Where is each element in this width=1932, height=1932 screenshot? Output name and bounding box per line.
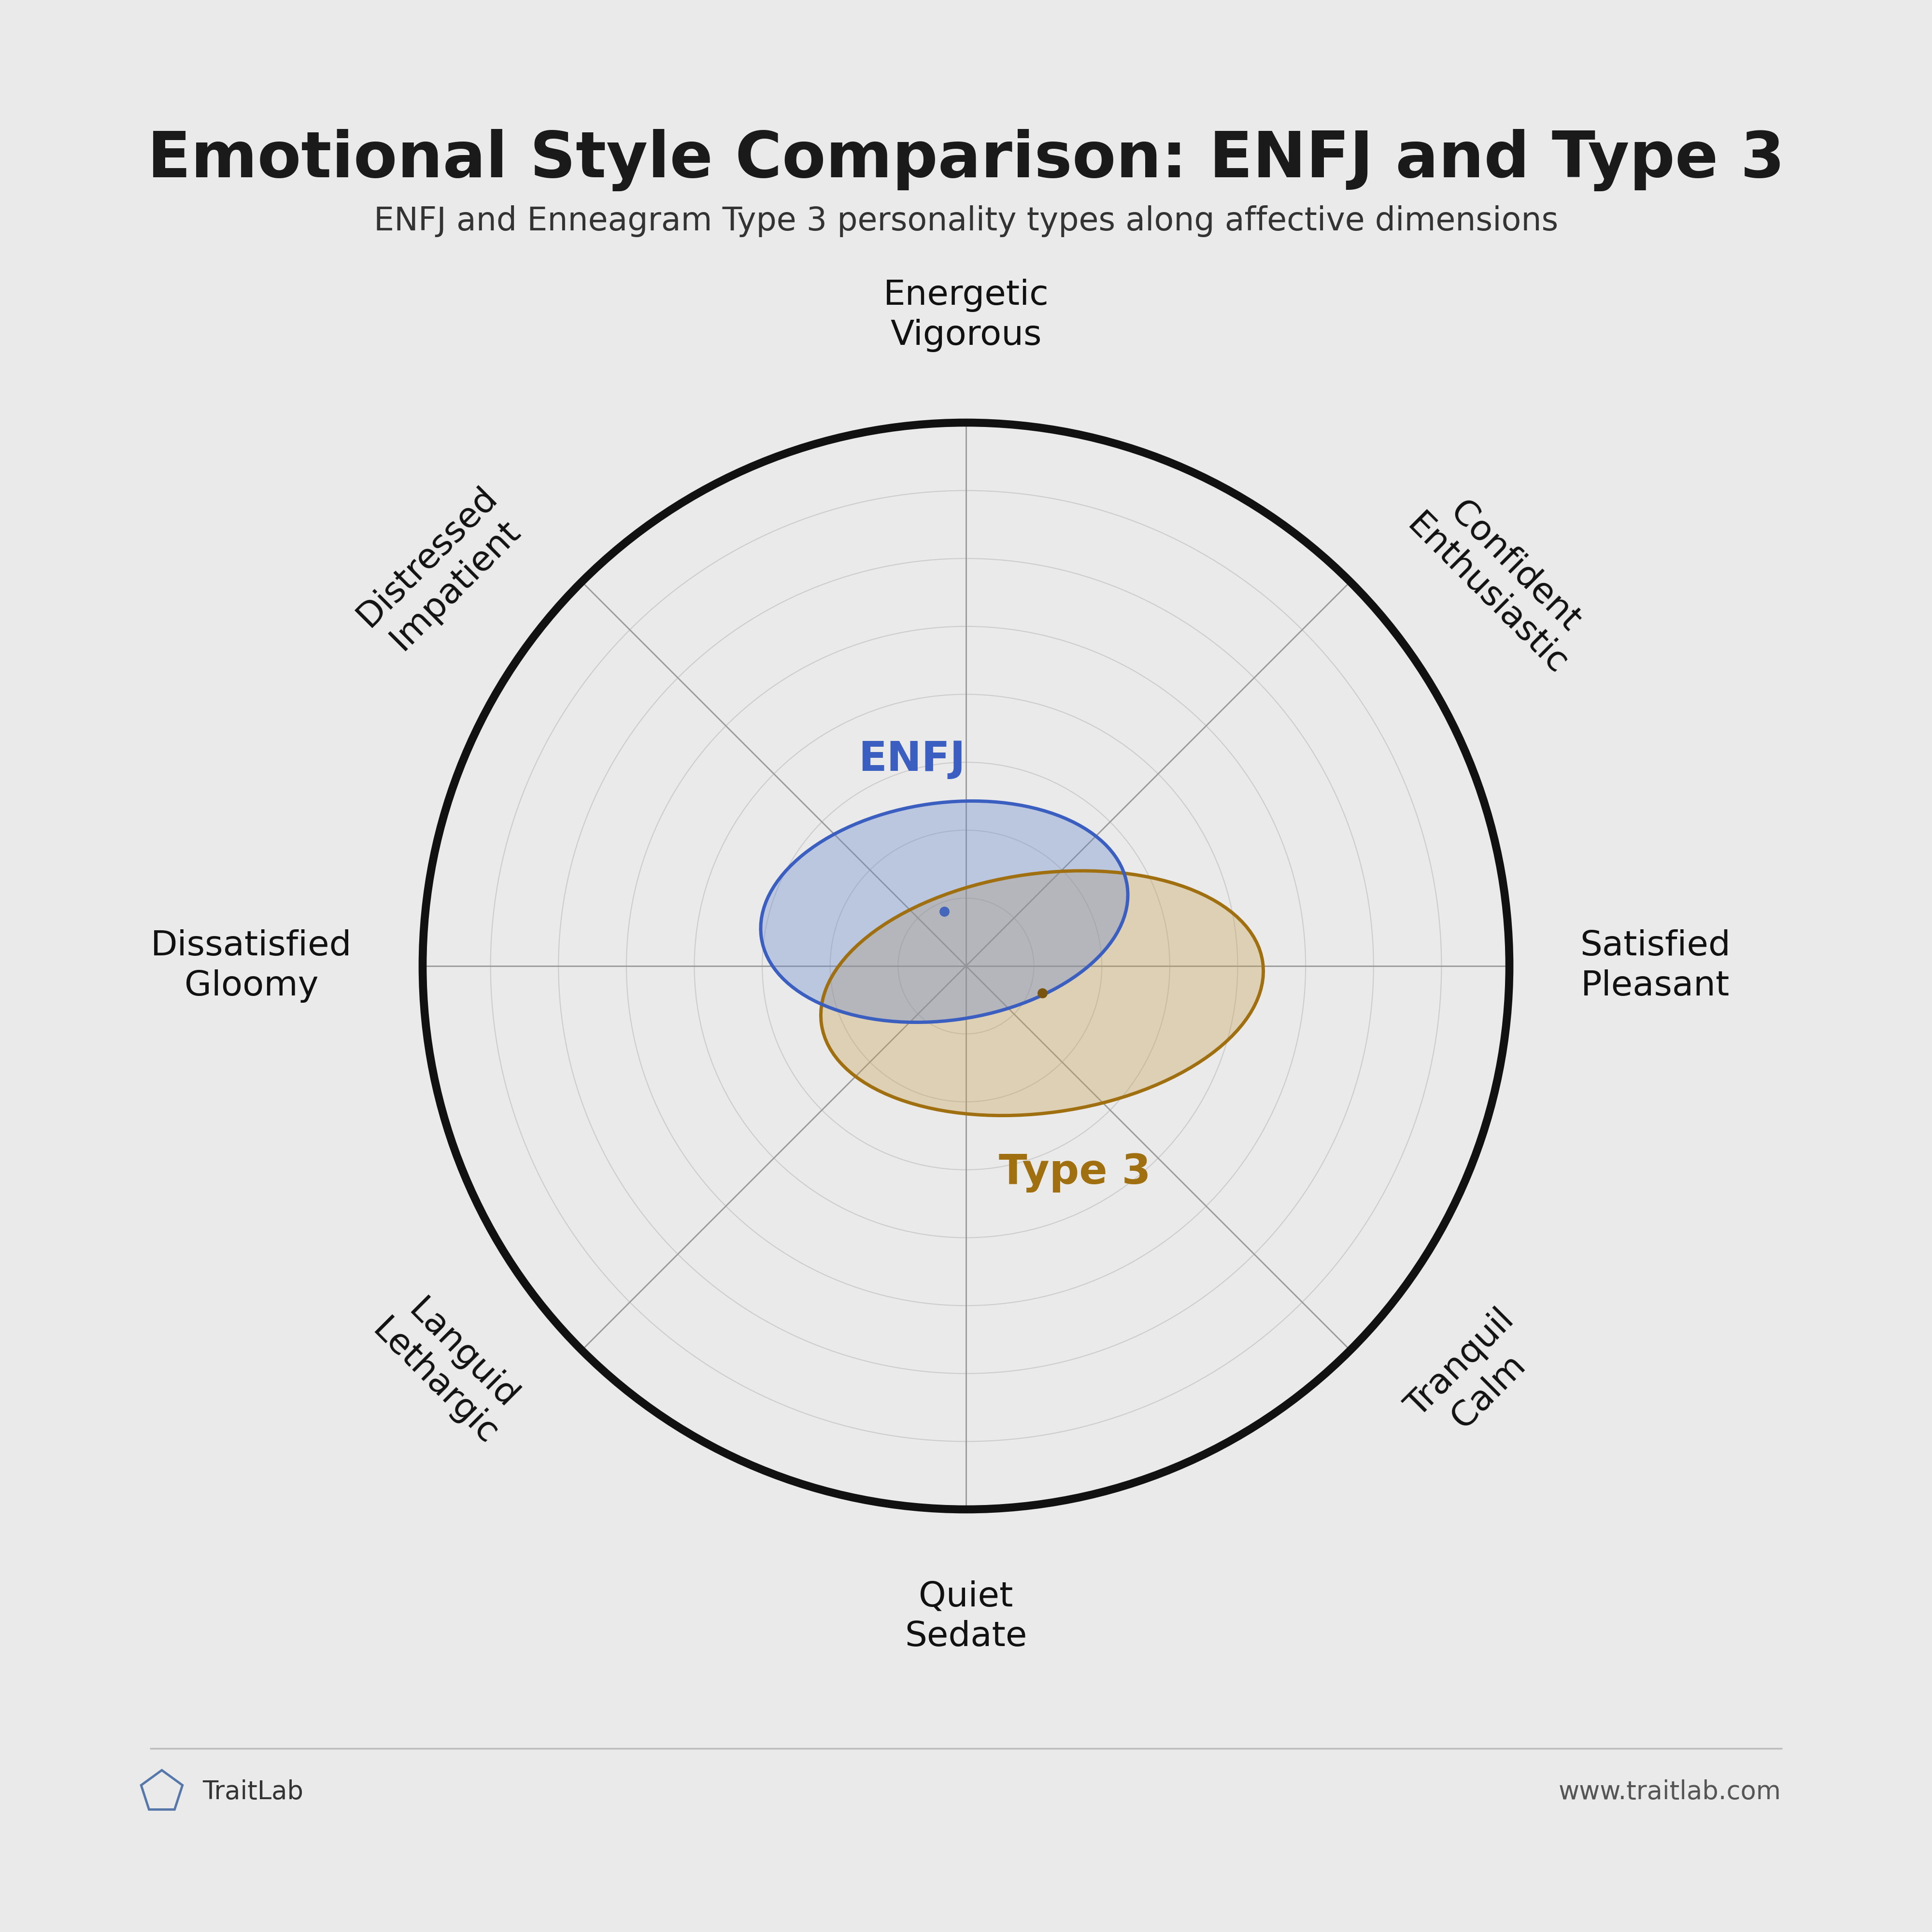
Text: Confident
Enthusiastic: Confident Enthusiastic: [1401, 479, 1602, 682]
Text: Tranquil
Calm: Tranquil Calm: [1401, 1302, 1549, 1453]
Text: Energetic
Vigorous: Energetic Vigorous: [883, 278, 1049, 352]
Text: ENFJ and Enneagram Type 3 personality types along affective dimensions: ENFJ and Enneagram Type 3 personality ty…: [373, 205, 1559, 238]
Ellipse shape: [821, 871, 1264, 1115]
Text: Emotional Style Comparison: ENFJ and Type 3: Emotional Style Comparison: ENFJ and Typ…: [147, 129, 1785, 191]
Text: ENFJ: ENFJ: [858, 740, 966, 779]
Text: Languid
Lethargic: Languid Lethargic: [365, 1285, 531, 1453]
Text: Satisfied
Pleasant: Satisfied Pleasant: [1580, 929, 1731, 1003]
Text: Distressed
Impatient: Distressed Impatient: [350, 479, 531, 661]
Ellipse shape: [761, 802, 1128, 1022]
Text: TraitLab: TraitLab: [203, 1779, 303, 1804]
Text: Dissatisfied
Gloomy: Dissatisfied Gloomy: [151, 929, 352, 1003]
Text: Quiet
Sedate: Quiet Sedate: [904, 1580, 1028, 1654]
Text: Type 3: Type 3: [999, 1151, 1151, 1192]
Text: www.traitlab.com: www.traitlab.com: [1559, 1779, 1781, 1804]
